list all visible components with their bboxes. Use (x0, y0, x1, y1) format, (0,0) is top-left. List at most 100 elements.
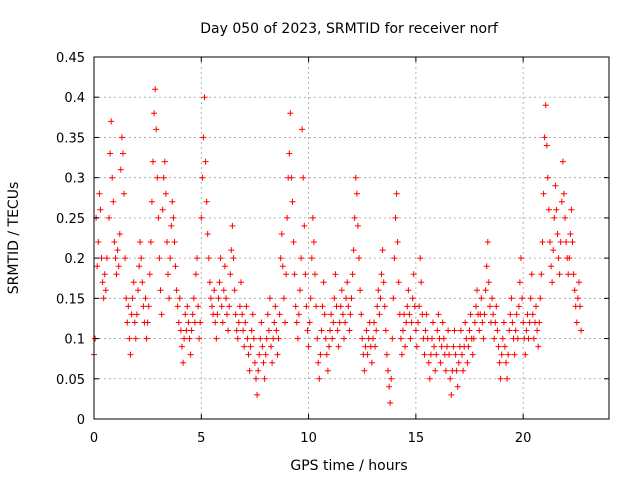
data-point (437, 359, 444, 366)
data-point (168, 222, 175, 229)
data-point (404, 303, 411, 310)
data-point (357, 287, 364, 294)
data-point (453, 367, 460, 374)
data-point (236, 303, 243, 310)
data-point (544, 174, 551, 181)
data-point (97, 206, 104, 213)
data-point (249, 311, 256, 318)
data-point (397, 335, 404, 342)
data-point (433, 351, 440, 358)
data-point (147, 239, 154, 245)
data-point (234, 335, 241, 342)
data-point (190, 295, 197, 302)
data-point (238, 279, 244, 286)
data-point (230, 255, 237, 262)
data-point (304, 327, 311, 334)
data-point (169, 198, 176, 205)
data-point (455, 359, 462, 366)
data-point (446, 351, 453, 358)
data-point (374, 303, 381, 310)
data-point (272, 303, 279, 310)
data-point (100, 295, 107, 302)
data-point (315, 359, 322, 366)
data-point (194, 255, 200, 262)
data-point (395, 279, 402, 286)
data-point (203, 198, 210, 205)
data-point (408, 319, 415, 326)
data-point (451, 327, 458, 334)
data-point (156, 255, 163, 262)
data-point (242, 319, 249, 326)
data-point (454, 383, 461, 390)
data-point (353, 190, 360, 197)
data-point (405, 287, 412, 294)
data-point (507, 311, 514, 318)
data-point (273, 327, 280, 334)
data-point (173, 287, 180, 294)
data-point (133, 311, 140, 318)
data-point (481, 311, 488, 318)
data-point (286, 150, 293, 157)
data-point (166, 295, 173, 302)
data-point (189, 311, 196, 318)
data-point (492, 319, 499, 326)
data-point (430, 319, 436, 326)
data-point (280, 295, 287, 302)
data-point (346, 327, 353, 334)
data-point (279, 263, 286, 270)
data-point (120, 150, 126, 157)
data-point (515, 303, 522, 310)
data-point (351, 214, 358, 221)
data-point (239, 311, 246, 318)
data-point (545, 206, 552, 213)
data-point (471, 319, 478, 326)
data-point (426, 375, 433, 382)
data-point (113, 271, 120, 278)
data-point (213, 335, 220, 342)
data-point (123, 295, 130, 302)
data-point (313, 303, 320, 310)
data-point (319, 303, 326, 310)
data-point (130, 279, 137, 286)
data-point (548, 263, 555, 270)
data-point (562, 214, 568, 221)
data-point (485, 279, 492, 286)
data-point (560, 190, 567, 197)
data-point (240, 327, 247, 334)
data-point (209, 303, 215, 310)
data-point (496, 359, 503, 366)
data-point (103, 255, 110, 262)
x-tick-label: 10 (300, 431, 317, 446)
data-point (389, 335, 396, 342)
data-point (229, 222, 236, 229)
data-point (407, 335, 414, 342)
data-point (215, 295, 222, 302)
data-point (541, 134, 548, 141)
data-point (268, 343, 274, 350)
data-point (300, 174, 307, 181)
data-point (259, 343, 266, 350)
data-point (206, 279, 213, 286)
data-point (476, 327, 483, 334)
data-point (330, 319, 337, 326)
data-point (115, 263, 122, 270)
data-point (312, 271, 318, 278)
axis-ticks: 0 0.05 0.1 0.15 0.2 0.25 0.3 0.35 0.4 0.45 0 5 10 15 2… (56, 51, 609, 446)
data-point (137, 239, 144, 245)
data-point (152, 86, 159, 93)
data-point (509, 319, 516, 326)
data-point (452, 351, 459, 358)
data-point (529, 311, 536, 318)
y-tick-label: 0.45 (56, 51, 85, 66)
data-point (566, 255, 573, 262)
data-point (460, 367, 467, 374)
data-point (260, 359, 267, 366)
data-point (205, 255, 212, 262)
data-point (549, 279, 556, 286)
data-point (352, 174, 359, 181)
data-point (146, 271, 153, 278)
data-point (450, 343, 457, 350)
y-tick-label: 0.25 (56, 212, 85, 227)
data-point (543, 142, 550, 149)
data-point (158, 311, 165, 318)
